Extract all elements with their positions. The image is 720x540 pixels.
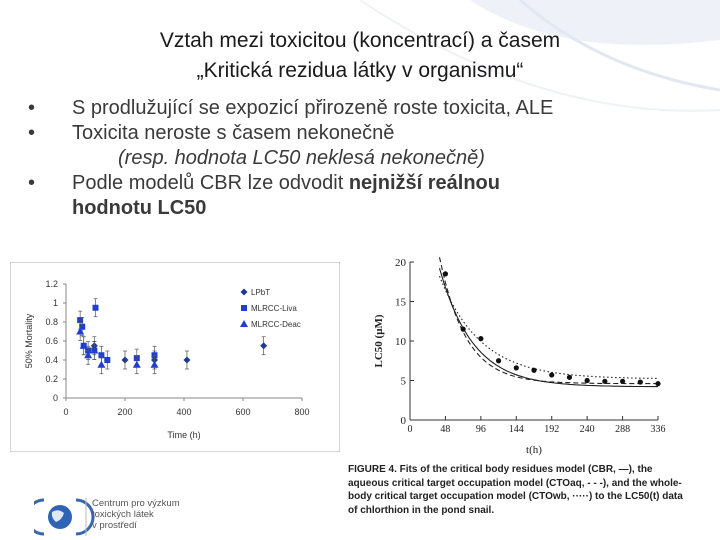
model-curve-dashed xyxy=(438,257,658,385)
legend-label: MLRCC-Liva xyxy=(251,304,297,313)
x-tick-label: 48 xyxy=(440,424,450,435)
x-tick-label: 400 xyxy=(176,407,191,417)
logo-icon xyxy=(34,498,95,536)
y-axis-label: LC50 (μM) xyxy=(373,314,385,367)
x-tick-label: 240 xyxy=(580,424,595,435)
caption-line-2: aqueous critical target occupation model… xyxy=(348,477,682,489)
legend-marker-square xyxy=(241,305,247,311)
bullet-3-line-2-text: hodnotu LC50 xyxy=(72,197,207,219)
data-point xyxy=(566,374,573,380)
x-axis-label: Time (h) xyxy=(167,430,200,440)
data-point-square xyxy=(92,304,99,311)
data-point-triangle xyxy=(132,360,141,368)
data-point-diamond xyxy=(183,356,191,364)
x-tick-label: 800 xyxy=(294,407,309,417)
bullet-2-text: Toxicita neroste s časem nekonečně xyxy=(72,122,395,144)
model-curve-dotted xyxy=(438,275,658,379)
data-point xyxy=(655,381,661,387)
data-point xyxy=(602,378,608,384)
title-line-1: Vztah mezi toxicitou (koncentrací) a čas… xyxy=(159,29,561,52)
chart-frame xyxy=(10,262,340,452)
x-axis-label: t(h) xyxy=(526,444,542,456)
bullet-list: • S prodlužující se expozicí přirozeně r… xyxy=(28,96,708,221)
data-point xyxy=(549,372,555,378)
logo-line-2: toxických látek xyxy=(92,509,154,520)
y-tick-label: 20 xyxy=(395,257,407,269)
legend-label: LPbT xyxy=(251,288,270,297)
bullet-3-line-2: hodnotu LC50 xyxy=(28,196,708,221)
bullet-marker: • xyxy=(28,97,36,119)
y-tick-label: 0 xyxy=(53,393,58,403)
legend-marker-diamond xyxy=(240,288,248,296)
y-tick-label: 1.2 xyxy=(45,279,58,289)
data-point-triangle xyxy=(90,346,99,354)
y-tick-label: 0.2 xyxy=(45,374,58,384)
bullet-3-bold: nejnižší reálnou xyxy=(348,172,500,194)
bullet-3-text: Podle modelů CBR lze odvodit xyxy=(72,172,349,194)
y-tick-label: 0 xyxy=(401,415,407,427)
y-tick-label: 0.4 xyxy=(45,355,58,365)
legend-marker-triangle xyxy=(240,320,248,327)
data-point-diamond xyxy=(260,342,268,350)
data-point-square xyxy=(151,352,158,359)
y-tick-label: 10 xyxy=(395,336,407,348)
data-point xyxy=(442,271,449,277)
x-tick-label: 600 xyxy=(235,407,250,417)
y-tick-label: 0.8 xyxy=(45,317,58,327)
x-tick-label: 200 xyxy=(117,407,132,417)
figure-caption: FIGURE 4. Fits of the critical body resi… xyxy=(348,463,683,517)
y-tick-label: 0.6 xyxy=(45,336,58,346)
data-point-triangle xyxy=(150,360,159,368)
data-point-square xyxy=(79,323,86,330)
caption-line-1: FIGURE 4. Fits of the critical body resi… xyxy=(348,464,653,475)
y-tick-label: 1 xyxy=(53,298,58,308)
data-point-triangle xyxy=(79,341,88,349)
logo-line-1: Centrum pro výzkum xyxy=(92,498,180,509)
bullet-3: • Podle modelů CBR lze odvodit nejnižší … xyxy=(28,171,708,196)
x-tick-label: 0 xyxy=(63,407,68,417)
x-tick-label: 336 xyxy=(651,424,666,435)
data-point xyxy=(531,367,537,373)
y-tick-label: 5 xyxy=(401,376,407,388)
data-point xyxy=(478,336,484,342)
x-tick-label: 288 xyxy=(615,424,630,435)
logo-text: Centrum pro výzkum toxických látek v pro… xyxy=(92,498,180,531)
data-point xyxy=(619,378,626,384)
data-point-square xyxy=(98,352,105,359)
mortality-chart: 0 0.2 0.4 0.6 0.8 1 1.2 0 200 400 600 800 Time (h) 50… xyxy=(10,262,340,452)
bullet-1: • S prodlužující se expozicí přirozeně r… xyxy=(28,96,708,121)
legend-label: MLRCC-Deac xyxy=(251,320,301,329)
data-point-triangle xyxy=(97,360,106,368)
data-point-square xyxy=(77,317,84,324)
data-point xyxy=(495,358,502,364)
background-swoosh xyxy=(359,0,720,112)
caption-line-3: body critical target occupation model (C… xyxy=(348,491,683,502)
bullet-2: • Toxicita neroste s časem nekonečně xyxy=(28,121,708,146)
caption-line-4: of chlorthion in the pond snail. xyxy=(348,504,495,516)
y-axis-label: 50% Mortality xyxy=(24,313,34,368)
slide-title: Vztah mezi toxicitou (koncentrací) a čas… xyxy=(60,26,660,86)
bullet-2-subtext: (resp. hodnota LC50 neklesá nekonečně) xyxy=(118,147,485,169)
data-point-diamond xyxy=(121,356,129,364)
x-tick-label: 192 xyxy=(544,424,559,435)
model-curve-solid xyxy=(438,268,658,388)
data-point-triangle xyxy=(84,351,93,359)
logo-line-3: v prostředí xyxy=(92,520,137,531)
bullet-marker: • xyxy=(28,122,36,144)
data-point xyxy=(513,365,519,371)
x-tick-label: 0 xyxy=(408,424,413,435)
x-tick-label: 144 xyxy=(509,424,524,435)
data-point-triangle xyxy=(76,327,85,335)
data-point xyxy=(637,379,643,385)
bullet-1-text: S prodlužující se expozicí přirozeně ros… xyxy=(72,97,554,119)
title-line-2: „Kritická rezidua látky v organismu“ xyxy=(196,59,524,82)
bullet-marker: • xyxy=(28,172,36,194)
y-tick-label: 15 xyxy=(395,297,407,309)
data-point xyxy=(584,377,590,384)
lc50-chart: 0 5 10 15 20 0 48 96 144 192 240 288 336 t(h) LC50 (μM… xyxy=(373,257,666,456)
data-point xyxy=(460,326,466,332)
x-tick-label: 96 xyxy=(476,424,486,435)
data-point-square xyxy=(104,357,111,363)
